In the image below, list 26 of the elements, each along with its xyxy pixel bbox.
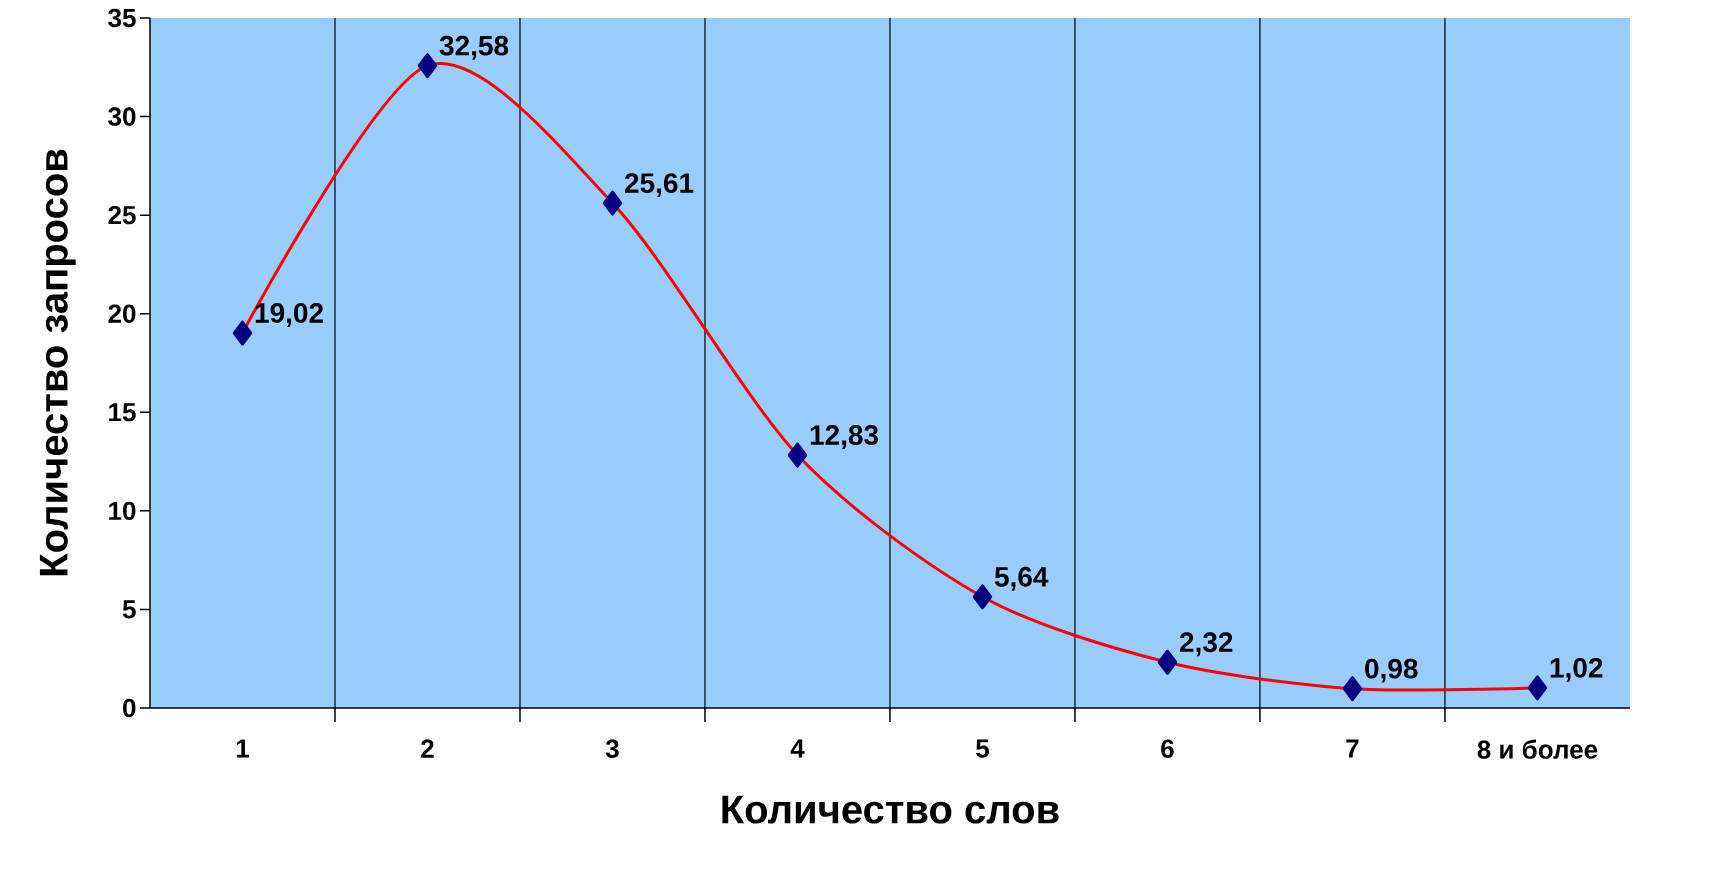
data-label: 32,58 [439, 35, 509, 60]
y-tick-label: 20 [108, 304, 136, 323]
data-label: 0,98 [1365, 658, 1418, 683]
y-tick-label: 35 [108, 8, 136, 28]
data-label: 5,64 [994, 566, 1049, 591]
y-tick-label: 15 [109, 403, 136, 422]
data-label: 12,83 [810, 425, 879, 449]
x-tick-label: 7 [1346, 739, 1359, 758]
y-tick-label: 10 [109, 501, 136, 521]
x-tick-label: 3 [605, 739, 619, 758]
y-axis-title: Количество запросов [39, 149, 76, 576]
y-tick-label: 5 [122, 600, 136, 619]
data-label: 2,32 [1179, 632, 1233, 657]
y-tick-label: 30 [108, 107, 136, 126]
x-tick-label: 1 [236, 739, 249, 758]
data-label: 19,02 [255, 303, 323, 327]
x-tick-label: 5 [976, 739, 989, 758]
x-tick-label: 6 [1161, 739, 1174, 758]
x-tick-label: 2 [421, 739, 434, 758]
x-axis-title: Количество слов [722, 795, 1059, 824]
y-tick-label: 0 [123, 698, 136, 718]
x-tick-label: 8 и более [1477, 739, 1598, 759]
data-label: 1,02 [1550, 657, 1603, 682]
x-tick-label: 4 [790, 739, 805, 758]
y-tick-label: 25 [108, 205, 136, 225]
data-label: 25,61 [624, 173, 694, 198]
